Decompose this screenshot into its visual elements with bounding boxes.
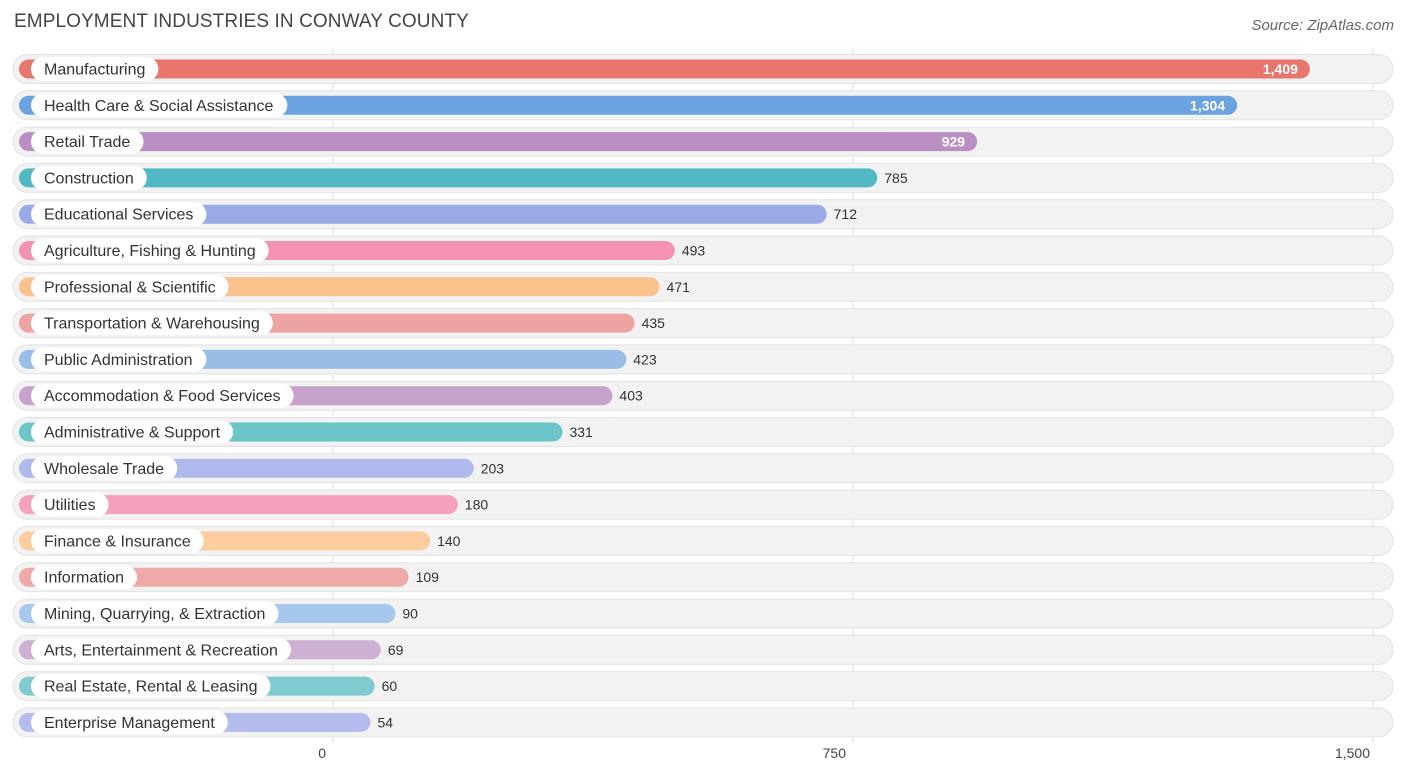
value-label: 929 [942,134,966,150]
value-label: 1,409 [1263,61,1298,77]
value-label: 403 [619,388,643,404]
bar-row: Administrative & Support 331 [12,417,1394,447]
category-label: Finance & Insurance [44,533,191,550]
bar [19,495,458,515]
value-label: 785 [884,170,908,186]
value-label: 1,304 [1190,97,1225,113]
category-label: Utilities [44,497,96,514]
value-label: 712 [834,206,858,222]
category-label-background [31,93,288,118]
category-label-background [31,311,273,336]
value-label: 471 [667,279,691,295]
value-label: 423 [633,351,657,367]
category-label: Arts, Entertainment & Recreation [44,642,278,659]
category-label-background [31,383,294,408]
value-label: 109 [416,569,440,585]
bar-row: Accommodation & Food Services 403 [12,380,1394,411]
value-label: 203 [481,460,505,476]
category-label: Health Care & Social Assistance [44,98,274,115]
value-label: 54 [377,714,393,730]
value-label: 90 [402,606,418,622]
bar-row: Wholesale Trade 203 [12,453,1394,484]
category-label-background [31,565,138,590]
category-label: Public Administration [44,352,193,369]
bar-row: Manufacturing 1,409 [12,54,1394,84]
bar [19,59,1310,79]
bar-row: Health Care & Social Assistance 1,304 [12,90,1394,121]
bar-row: Arts, Entertainment & Recreation 69 [12,634,1394,665]
bar-row: Public Administration 423 [12,344,1394,375]
bar-row: Educational Services 712 [12,199,1394,230]
bar-row: Finance & Insurance 140 [12,525,1394,556]
bar [19,204,827,224]
category-label-background [31,637,291,662]
category-label-background [31,238,269,263]
x-tick-label: 750 [823,745,847,761]
bar-row: Utilities 180 [12,489,1394,520]
category-label: Accommodation & Food Services [44,388,281,405]
bar-row: Agriculture, Fishing & Hunting 493 [12,235,1394,266]
bar-row: Information 109 [12,562,1394,593]
value-label: 493 [682,243,706,259]
bar-row: Transportation & Warehousing 435 [12,308,1394,339]
category-label: Manufacturing [44,62,145,79]
category-label-background [31,165,147,190]
category-label: Educational Services [44,207,193,224]
category-label-background [31,528,204,553]
category-label-background [31,420,234,444]
bar-row: Construction 785 [12,162,1394,193]
category-label-background [31,274,229,299]
category-label-background [31,674,271,699]
value-label: 435 [642,315,666,331]
category-label: Information [44,570,124,587]
bar [19,95,1238,115]
category-label-background [31,202,207,227]
value-label: 140 [437,533,461,549]
category-label: Enterprise Management [44,715,215,732]
bar-row: Professional & Scientific 471 [12,271,1394,302]
category-label-background [31,347,207,372]
value-label: 60 [382,678,398,694]
category-label: Construction [44,170,134,187]
category-label: Professional & Scientific [44,279,216,296]
chart-source: Source: ZipAtlas.com [1251,17,1394,34]
category-label-background [31,710,228,735]
category-label: Retail Trade [44,134,130,151]
bar-row: Real Estate, Rental & Leasing 60 [12,671,1394,702]
category-label-background [31,492,109,517]
category-label-background [31,601,279,626]
category-label: Real Estate, Rental & Leasing [44,679,257,696]
value-label: 69 [388,642,404,658]
bar-row: Enterprise Management 54 [12,707,1394,738]
category-label-background [31,456,178,481]
category-label-background [31,57,159,81]
bar [19,132,978,152]
chart-title: EMPLOYMENT INDUSTRIES IN CONWAY COUNTY [14,11,469,32]
x-tick-label: 0 [318,745,326,761]
bar [19,168,878,188]
value-label: 331 [569,424,593,440]
value-label: 180 [465,497,489,513]
category-label: Administrative & Support [44,425,221,442]
category-label: Transportation & Warehousing [44,316,260,333]
category-label: Wholesale Trade [44,461,164,478]
category-label-background [31,129,144,154]
category-label: Mining, Quarrying, & Extraction [44,606,265,623]
x-tick-label: 1,500 [1335,745,1370,761]
bar-row: Retail Trade 929 [12,126,1394,157]
bar-row: Mining, Quarrying, & Extraction 90 [12,598,1394,629]
category-label: Agriculture, Fishing & Hunting [44,243,256,260]
